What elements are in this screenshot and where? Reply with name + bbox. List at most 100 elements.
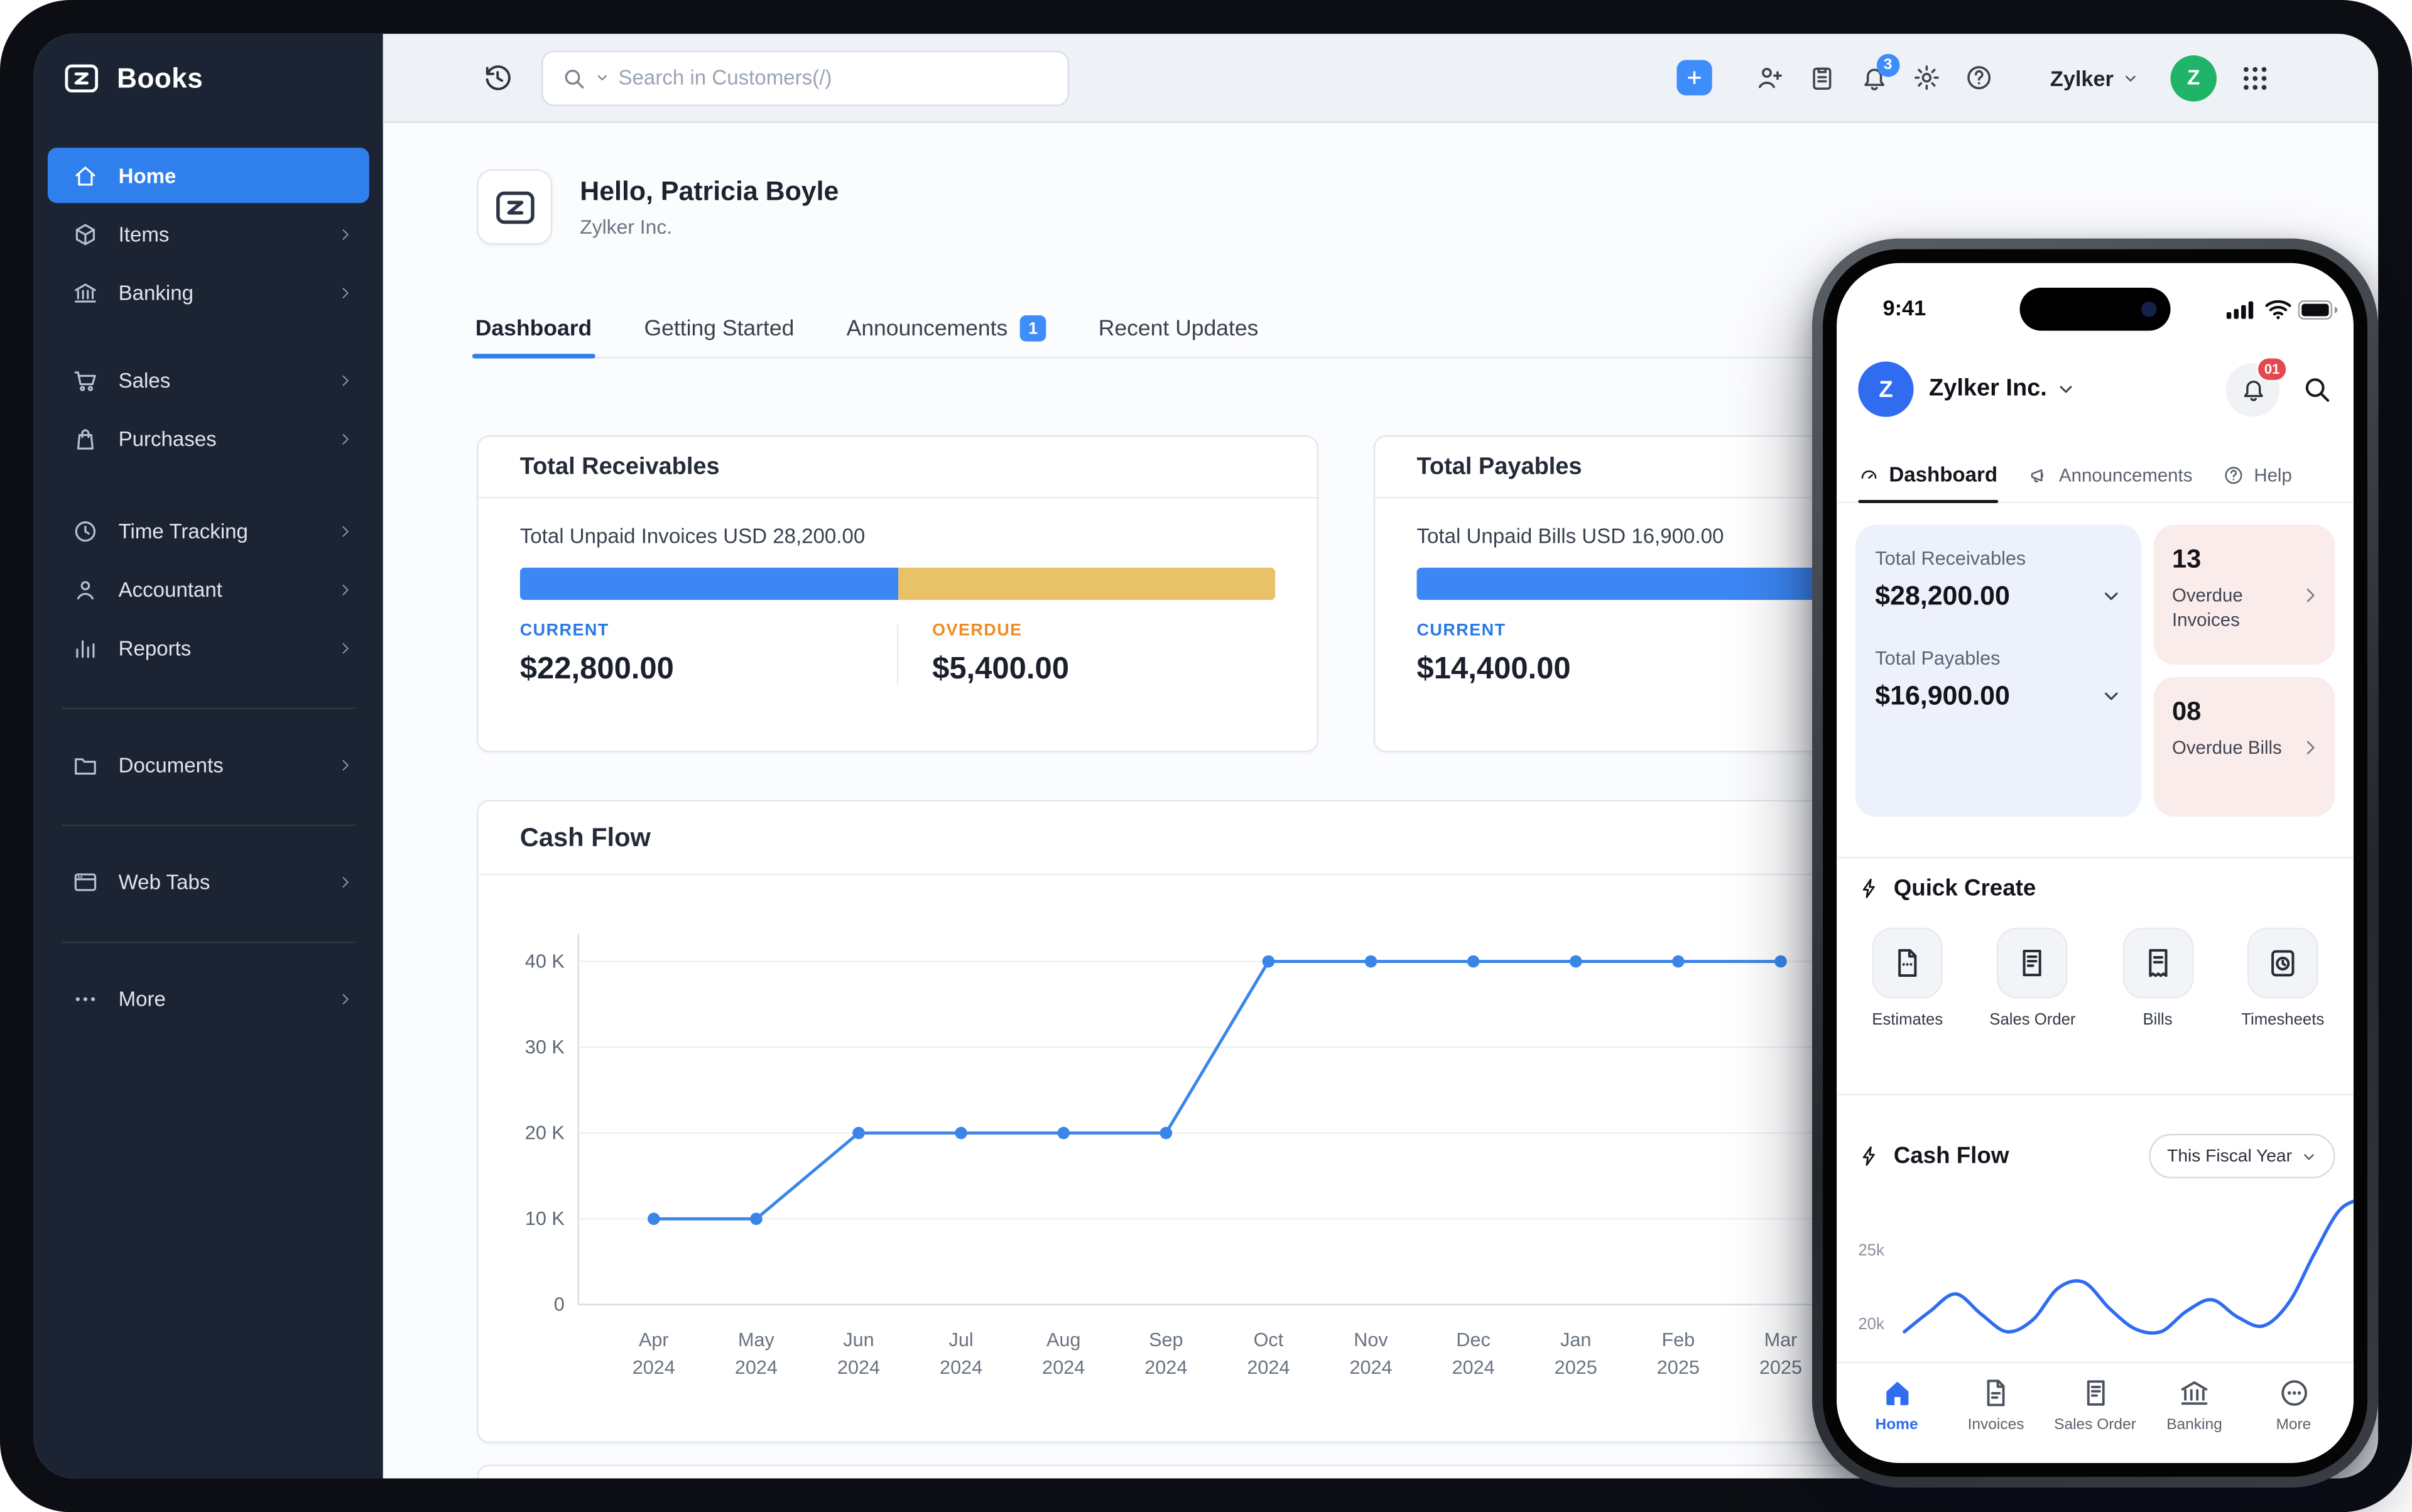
tab-recent-updates[interactable]: Recent Updates (1095, 300, 1261, 357)
phone-totals-card: Total Receivables $28,200.00 Total Payab… (1855, 525, 2141, 817)
search-input[interactable] (618, 66, 1050, 90)
bolt-icon (1858, 1145, 1881, 1168)
current-label: CURRENT (519, 621, 609, 640)
overdue-invoices-card[interactable]: 13 Overdue Invoices (2153, 525, 2335, 665)
fiscal-year-selector[interactable]: This Fiscal Year (2148, 1133, 2335, 1178)
phone-cashflow-header: Cash Flow This Fiscal Year (1858, 1133, 2335, 1178)
app-brand: Books (34, 34, 383, 123)
expand-receivables-icon[interactable] (2101, 586, 2121, 606)
chart-bars-icon (72, 634, 99, 661)
quick-create-timesheets[interactable]: Timesheets (2224, 927, 2341, 1029)
tab-dashboard[interactable]: Dashboard (472, 300, 595, 359)
sidebar-item-purchases[interactable]: Purchases (48, 411, 369, 466)
chevron-down-icon (2123, 70, 2138, 85)
svg-text:2024: 2024 (1349, 1357, 1392, 1378)
ytick-25k: 25k (1858, 1241, 1884, 1260)
chevron-right-icon (337, 639, 354, 656)
expand-payables-icon[interactable] (2101, 686, 2121, 706)
notifications-button[interactable]: 3 (1859, 53, 1899, 92)
phone-tab-announcements[interactable]: Announcements (2028, 448, 2192, 502)
sidebar-item-label: Accountant (118, 577, 222, 601)
svg-text:Aug: Aug (1046, 1329, 1080, 1351)
phone-org-avatar[interactable]: Z (1858, 361, 1914, 417)
receivables-bar-current (519, 567, 898, 601)
divider (1837, 1094, 2354, 1096)
phone-tabs: Dashboard Announcements Help (1837, 448, 2354, 503)
bell-icon (2239, 376, 2266, 403)
phone-tab-help[interactable]: Help (2223, 448, 2292, 502)
tab-announcements[interactable]: Announcements 1 (844, 300, 1050, 357)
global-search[interactable] (541, 50, 1070, 106)
phone-nav-label: Banking (2166, 1417, 2222, 1434)
quick-create-row: Estimates Sales Order Bills Timesheets (1849, 927, 2342, 1030)
chevron-right-icon (337, 756, 354, 773)
svg-text:Jun: Jun (843, 1329, 874, 1351)
org-logo (477, 169, 553, 245)
phone-nav-label: Sales Order (2054, 1417, 2136, 1434)
chevron-down-icon[interactable] (2056, 380, 2075, 398)
sidebar: Books Home Items Banking Sales Purchases Time… (33, 33, 383, 1479)
receivables-progress-bar (519, 567, 1276, 601)
tab-label: Recent Updates (1098, 316, 1259, 341)
apps-grid-icon[interactable] (2240, 62, 2271, 93)
sidebar-item-label: Time Tracking (118, 519, 248, 543)
signal-icon (2226, 300, 2256, 320)
quick-create-button[interactable] (1676, 60, 1712, 95)
sidebar-item-more[interactable]: More (48, 971, 369, 1026)
sidebar-item-banking[interactable]: Banking (48, 264, 369, 320)
sidebar-section-gap (48, 323, 369, 352)
phone-search-icon[interactable] (2301, 374, 2332, 405)
tab-getting-started[interactable]: Getting Started (641, 300, 798, 357)
phone-company-name[interactable]: Zylker Inc. (1929, 375, 2047, 402)
overdue-bills-card[interactable]: 08 Overdue Bills (2153, 677, 2335, 817)
chevron-right-icon (337, 430, 354, 447)
search-scope-caret-icon[interactable] (595, 71, 609, 85)
phone-tab-dashboard[interactable]: Dashboard (1858, 448, 1997, 503)
quick-create-sales-order[interactable]: Sales Order (1974, 927, 2091, 1030)
refer-users-icon[interactable] (1755, 63, 1785, 92)
help-icon[interactable] (1964, 63, 1994, 92)
status-time: 9:41 (1882, 295, 1926, 320)
quick-create-label: Sales Order (1989, 1010, 2076, 1030)
phone-nav-banking[interactable]: Banking (2147, 1377, 2242, 1463)
receivables-bar-overdue (897, 567, 1276, 601)
receivables-amount: $28,200.00 (1875, 580, 2010, 611)
sidebar-item-reports[interactable]: Reports (48, 620, 369, 675)
sidebar-item-sales[interactable]: Sales (48, 352, 369, 408)
phone-nav-sales-order[interactable]: Sales Order (2048, 1377, 2143, 1463)
sidebar-item-items[interactable]: Items (48, 206, 369, 261)
svg-text:Oct: Oct (1254, 1329, 1284, 1351)
quick-create-bills[interactable]: Bills (2099, 927, 2216, 1030)
phone-notifications-button[interactable]: 01 (2225, 356, 2288, 416)
settings-icon[interactable] (1911, 63, 1941, 92)
user-avatar[interactable]: Z (2170, 54, 2217, 101)
svg-text:40 K: 40 K (525, 950, 565, 972)
svg-text:2024: 2024 (940, 1357, 982, 1378)
quick-create-estimates[interactable]: Estimates (1849, 927, 1966, 1029)
cart-icon (72, 367, 99, 393)
phone-nav-home[interactable]: Home (1849, 1377, 1945, 1463)
sidebar-item-accountant[interactable]: Accountant (48, 562, 369, 617)
sidebar-section-gap (48, 795, 369, 854)
svg-text:2025: 2025 (1555, 1357, 1597, 1378)
overdue-amount: $5,400.00 (932, 652, 1070, 687)
greeting-section: Hello, Patricia Boyle Zylker Inc. (477, 169, 839, 245)
org-switcher[interactable]: Zylker (2050, 65, 2138, 90)
sidebar-item-time-tracking[interactable]: Time Tracking (48, 503, 369, 558)
chevron-right-icon (337, 990, 354, 1007)
tasks-icon[interactable] (1807, 63, 1837, 92)
phone-nav-invoices[interactable]: Invoices (1948, 1377, 2044, 1463)
svg-text:2025: 2025 (1657, 1357, 1700, 1378)
sidebar-item-home[interactable]: Home (47, 148, 369, 204)
recent-history-icon[interactable] (482, 62, 514, 94)
svg-text:10 K: 10 K (525, 1208, 565, 1229)
sidebar-section-gap (48, 678, 369, 737)
tab-label: Dashboard (475, 316, 592, 341)
dashboard-tabs: Dashboard Getting Started Announcements 1 Re… (472, 300, 2339, 359)
sidebar-item-web-tabs[interactable]: Web Tabs (48, 854, 369, 909)
svg-text:Mar: Mar (1764, 1329, 1798, 1351)
phone-nav-more[interactable]: More (2246, 1377, 2342, 1463)
sidebar-item-documents[interactable]: Documents (48, 737, 369, 792)
quick-create-label: Bills (2143, 1010, 2173, 1030)
sidebar-section-gap (48, 912, 369, 971)
